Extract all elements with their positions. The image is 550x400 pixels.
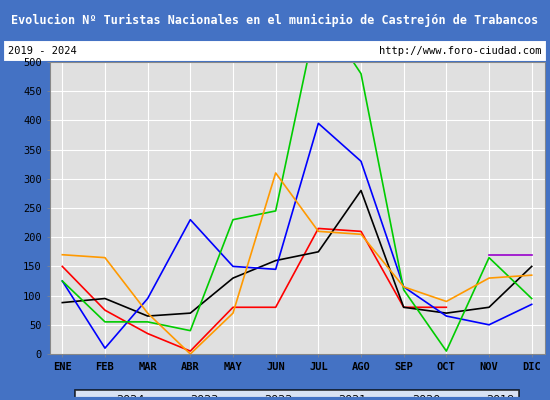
Text: 2019 - 2024: 2019 - 2024 <box>8 46 77 56</box>
Text: Evolucion Nº Turistas Nacionales en el municipio de Castrejón de Trabancos: Evolucion Nº Turistas Nacionales en el m… <box>12 14 538 26</box>
Legend: 2024, 2023, 2022, 2021, 2020, 2019: 2024, 2023, 2022, 2021, 2020, 2019 <box>75 390 519 400</box>
Text: http://www.foro-ciudad.com: http://www.foro-ciudad.com <box>379 46 542 56</box>
